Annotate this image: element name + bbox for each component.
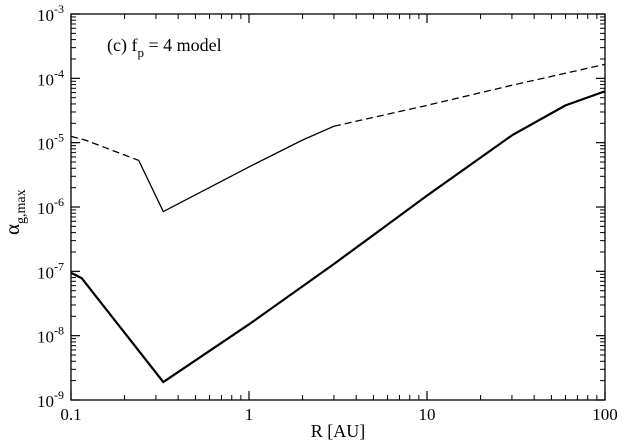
x-tick-label: 100 [592, 405, 618, 424]
y-tick-label-base: 10 [37, 392, 54, 411]
y-tick-label: 10-8 [37, 324, 64, 347]
y-axis-title: αg,max [0, 189, 29, 235]
model-annotation: (c) fp = 4 model [107, 35, 222, 60]
y-tick-label: 10-9 [37, 388, 64, 411]
y-tick-label: 10-7 [37, 259, 64, 282]
series-line-2 [70, 135, 139, 162]
annotation-rest: = 4 model [144, 35, 222, 55]
y-tick-label-base: 10 [37, 135, 54, 154]
y-tick-label-base: 10 [37, 199, 54, 218]
x-tick-label: 0.1 [60, 405, 81, 424]
series-layer [70, 63, 606, 384]
series-line-1 [70, 90, 606, 384]
y-tick-label-base: 10 [37, 6, 54, 25]
y-tick-label: 10-6 [37, 195, 64, 218]
series-line-4 [333, 63, 606, 127]
y-tick-label-exponent: -6 [54, 195, 64, 209]
y-tick-label: 10-3 [37, 2, 64, 25]
x-tick-label: 1 [245, 405, 254, 424]
y-axis-title-subscript: g,max [14, 189, 29, 224]
y-tick-label-base: 10 [37, 70, 54, 89]
y-tick-label: 10-5 [37, 131, 64, 154]
y-tick-label-exponent: -5 [54, 131, 64, 145]
annotation-main: (c) f [107, 35, 137, 56]
plot-frame [70, 13, 606, 401]
y-tick-label-exponent: -9 [54, 388, 64, 402]
y-tick-label-exponent: -3 [54, 2, 64, 16]
y-tick-label-base: 10 [37, 263, 54, 282]
x-tick-label: 10 [419, 405, 436, 424]
y-tick-label-exponent: -8 [54, 324, 64, 338]
y-tick-label-exponent: -4 [54, 66, 64, 80]
series-line-3 [138, 125, 335, 213]
y-tick-label: 10-4 [37, 66, 64, 89]
y-tick-label-base: 10 [37, 328, 54, 347]
x-axis-title: R [AU] [311, 421, 366, 441]
y-axis-title-main: α [0, 224, 24, 235]
annotation-subscript: p [137, 45, 144, 60]
y-tick-label-exponent: -7 [54, 259, 64, 273]
